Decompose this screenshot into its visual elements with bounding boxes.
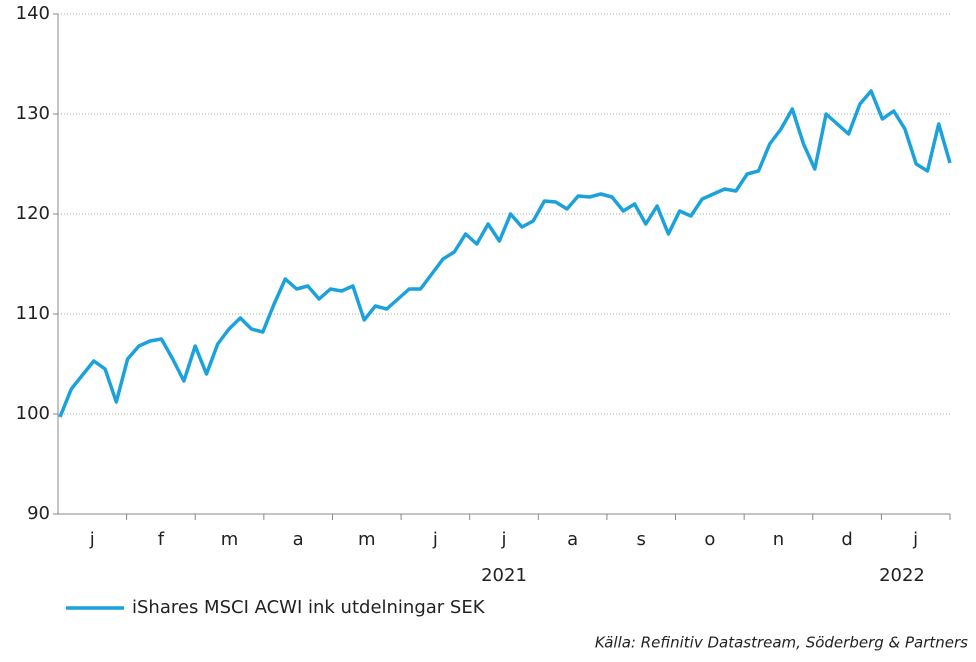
year-label: 2022 — [879, 565, 925, 586]
x-tick-label: j — [432, 529, 438, 550]
x-tick-label: m — [221, 529, 239, 550]
y-tick-label: 110 — [16, 303, 50, 324]
x-tick-label: a — [293, 529, 304, 550]
year-label: 2021 — [481, 565, 527, 586]
y-tick-label: 90 — [27, 503, 50, 524]
y-tick-label: 130 — [16, 103, 50, 124]
x-tick-label: s — [637, 529, 646, 550]
x-tick-label: a — [567, 529, 578, 550]
x-tick-label: d — [841, 529, 852, 550]
x-tick-label: n — [773, 529, 784, 550]
x-tick-label: j — [912, 529, 918, 550]
y-tick-label: 120 — [16, 203, 50, 224]
y-tick-label: 140 — [16, 3, 50, 24]
y-tick-label: 100 — [16, 403, 50, 424]
source-note: Källa: Refinitiv Datastream, Söderberg &… — [595, 634, 968, 652]
data-line — [58, 89, 952, 418]
x-tick-label: m — [358, 529, 376, 550]
x-tick-label: f — [158, 529, 165, 550]
x-tick-label: o — [704, 529, 715, 550]
legend-label: iShares MSCI ACWI ink utdelningar SEK — [132, 597, 486, 618]
x-tick-label: j — [500, 529, 506, 550]
x-tick-label: j — [89, 529, 95, 550]
